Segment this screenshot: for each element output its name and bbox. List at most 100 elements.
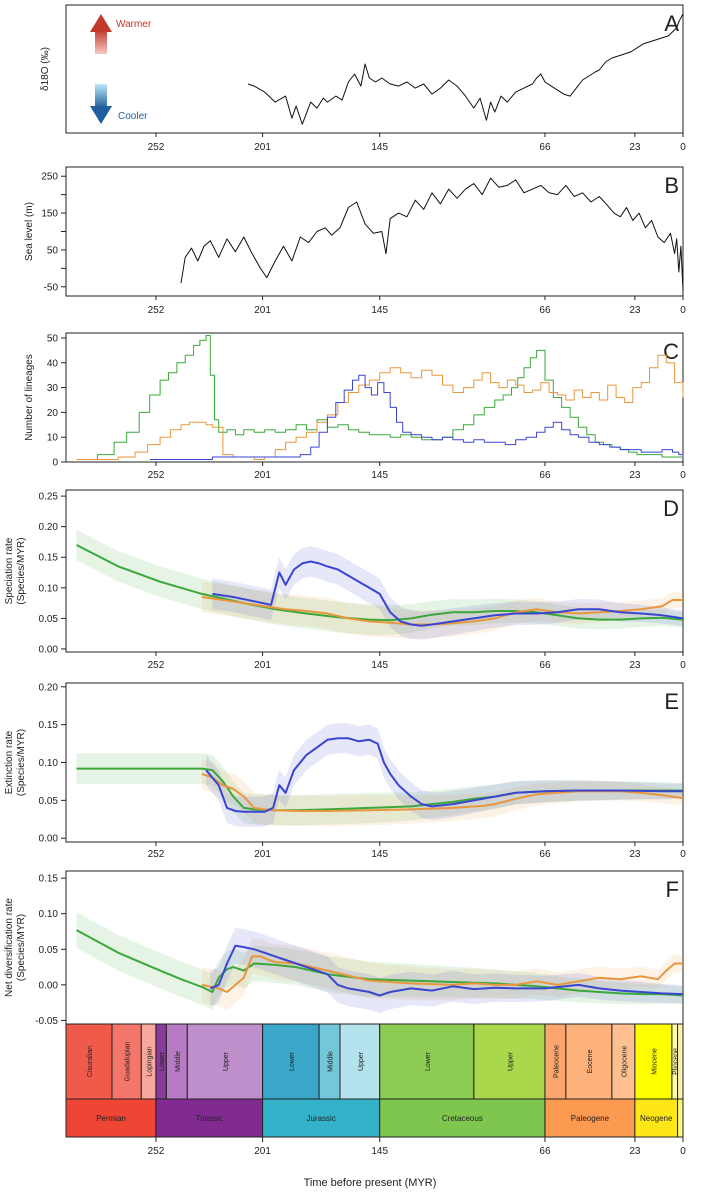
- y-tick-label: 0.20: [39, 682, 59, 693]
- panel-letter: F: [666, 877, 679, 902]
- epoch-label: Lower: [159, 1051, 166, 1071]
- epoch-label: Upper: [358, 1051, 365, 1071]
- y-tick-label: 0.25: [39, 492, 59, 503]
- x-tick-label: 252: [148, 660, 165, 671]
- y-tick-label: 0.20: [39, 522, 59, 533]
- geologic-timescale: Cisuralian Guadalupian Lopingian Lower Middl…: [65, 1023, 686, 1157]
- series-line-orange: [201, 955, 683, 993]
- series-line-blue: [149, 374, 684, 460]
- x-tick-label: 0: [680, 849, 686, 860]
- epoch-block: [677, 1023, 684, 1100]
- y-tick-label: 0.00: [39, 980, 59, 991]
- x-tick-label: 252: [148, 142, 165, 153]
- epoch-label: Middle: [328, 1051, 335, 1072]
- x-tick-label: 66: [539, 1146, 551, 1157]
- y-axis-label: δ18O (‰): [40, 47, 51, 91]
- confidence-band: [210, 927, 684, 1013]
- y-tick-label: 0.05: [39, 796, 59, 807]
- y-tick-label: 150: [41, 209, 58, 220]
- epoch-block: [565, 1023, 613, 1100]
- x-tick-label: 201: [254, 660, 271, 671]
- y-tick-label: 250: [41, 172, 58, 183]
- epoch-label: Upper: [507, 1051, 514, 1071]
- period-label: Permian: [96, 1114, 126, 1123]
- period-block: [65, 1098, 157, 1138]
- series-line-orange: [201, 596, 683, 626]
- plot-frame: [65, 489, 684, 653]
- y-tick-label: 50: [47, 333, 59, 344]
- panel-f: F Net diversification rate(Species/MYR) -0…: [4, 870, 684, 1028]
- panel-letter: C: [663, 339, 679, 364]
- y-tick-label: 0.10: [39, 758, 59, 769]
- epoch-label: Paleocene: [553, 1045, 560, 1078]
- y-tick-label: 50: [47, 245, 59, 256]
- y-tick-label: -0.05: [35, 1016, 58, 1027]
- y-tick-label: 0.10: [39, 583, 59, 594]
- x-tick-label: 201: [254, 305, 271, 316]
- x-tick-label: 252: [148, 1146, 165, 1157]
- y-tick-label: 0.00: [39, 644, 59, 655]
- y-axis-label: Extinction rate(Species/MYR): [4, 729, 27, 796]
- x-tick-label: 23: [629, 305, 641, 316]
- y-tick-label: 30: [47, 383, 59, 394]
- y-tick-label: 20: [47, 408, 59, 419]
- x-tick-label: 145: [371, 660, 388, 671]
- x-tick-label: 252: [148, 305, 165, 316]
- y-tick-label: 0.05: [39, 614, 59, 625]
- period-label: Jurassic: [306, 1114, 335, 1123]
- period-label: Triassic: [196, 1114, 223, 1123]
- period-label: Neogene: [640, 1114, 673, 1123]
- series-line-orange: [76, 354, 684, 460]
- x-tick-label: 145: [371, 470, 388, 481]
- x-tick-label: 66: [539, 660, 551, 671]
- period-block: [544, 1098, 636, 1138]
- y-tick-label: 0.15: [39, 874, 59, 885]
- x-tick-label: 0: [680, 470, 686, 481]
- cooler-label: Cooler: [118, 111, 148, 122]
- panel-e: E Extinction rate(Species/MYR) 0.00 0.05 0.1…: [4, 682, 686, 860]
- x-tick-label: 0: [680, 1146, 686, 1157]
- warmer-arrow-icon: [90, 14, 112, 54]
- y-tick-label: 40: [47, 358, 59, 369]
- x-tick-label: 66: [539, 305, 551, 316]
- epoch-label: Cisuralian: [87, 1046, 94, 1077]
- y-axis-label: Sea level (m): [24, 202, 35, 261]
- period-label: Paleogene: [571, 1114, 610, 1123]
- epoch-label: Pliocene: [673, 1048, 680, 1075]
- series-line-blue: [212, 560, 684, 627]
- panel-letter: E: [664, 689, 679, 714]
- x-tick-label: 23: [629, 142, 641, 153]
- confidence-band: [201, 938, 683, 1010]
- epoch-block: [65, 1023, 113, 1100]
- epoch-label: Lopingian: [147, 1046, 154, 1076]
- y-tick-label: 0.00: [39, 834, 59, 845]
- period-block: [677, 1098, 684, 1138]
- epoch-label: Middle: [175, 1051, 182, 1072]
- period-block: [379, 1098, 546, 1138]
- y-tick-label: -50: [44, 282, 59, 293]
- x-tick-label: 252: [148, 849, 165, 860]
- x-tick-label: 145: [371, 305, 388, 316]
- epoch-block: [379, 1023, 475, 1100]
- confidence-band: [201, 581, 683, 639]
- y-axis-label: Number of lineages: [24, 354, 35, 441]
- x-axis-label: Time before present (MYR): [304, 1177, 437, 1189]
- plot-frame: [65, 166, 684, 297]
- epoch-block: [262, 1023, 320, 1100]
- epoch-label: Miocene: [651, 1048, 658, 1075]
- x-tick-label: 201: [254, 849, 271, 860]
- x-tick-label: 23: [629, 470, 641, 481]
- y-tick-label: 0.10: [39, 909, 59, 920]
- x-tick-label: 145: [371, 849, 388, 860]
- y-tick-label: 0.15: [39, 720, 59, 731]
- epoch-label: Eocene: [587, 1050, 594, 1074]
- y-tick-label: 0.05: [39, 945, 59, 956]
- epoch-label: Lower: [425, 1051, 432, 1071]
- confidence-band: [76, 529, 683, 635]
- x-tick-label: 201: [254, 470, 271, 481]
- series-line-black: [247, 13, 684, 125]
- confidence-band: [206, 723, 683, 827]
- x-tick-label: 201: [254, 142, 271, 153]
- series-line-green: [76, 335, 683, 460]
- epoch-label: Upper: [223, 1051, 230, 1071]
